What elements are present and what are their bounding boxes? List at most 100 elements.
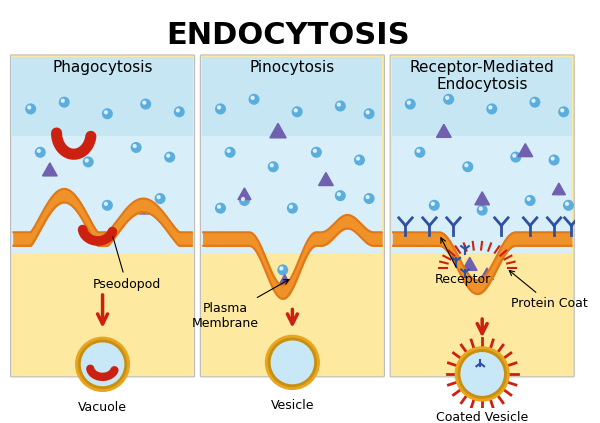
Polygon shape bbox=[483, 372, 494, 382]
Polygon shape bbox=[238, 188, 251, 200]
Circle shape bbox=[335, 101, 345, 111]
Text: ENDOCYTOSIS: ENDOCYTOSIS bbox=[166, 21, 409, 50]
Circle shape bbox=[287, 203, 297, 213]
Circle shape bbox=[266, 335, 319, 390]
Bar bbox=[13, 57, 193, 253]
Circle shape bbox=[61, 99, 64, 102]
Polygon shape bbox=[553, 183, 565, 195]
Circle shape bbox=[292, 107, 302, 117]
Circle shape bbox=[551, 157, 554, 160]
Circle shape bbox=[239, 196, 249, 205]
Circle shape bbox=[37, 149, 40, 152]
Circle shape bbox=[299, 367, 301, 369]
Polygon shape bbox=[278, 275, 291, 286]
Circle shape bbox=[271, 164, 273, 167]
Circle shape bbox=[478, 205, 487, 215]
Circle shape bbox=[26, 104, 35, 114]
Circle shape bbox=[461, 353, 503, 395]
FancyBboxPatch shape bbox=[11, 55, 194, 377]
Circle shape bbox=[242, 198, 244, 201]
Circle shape bbox=[465, 164, 468, 167]
Circle shape bbox=[227, 149, 230, 152]
Polygon shape bbox=[437, 124, 451, 137]
Polygon shape bbox=[139, 202, 152, 214]
Circle shape bbox=[366, 196, 369, 198]
Circle shape bbox=[549, 155, 559, 165]
Circle shape bbox=[268, 162, 278, 172]
Circle shape bbox=[225, 148, 235, 157]
Circle shape bbox=[104, 111, 107, 114]
Circle shape bbox=[430, 201, 439, 210]
Circle shape bbox=[566, 202, 568, 205]
Circle shape bbox=[175, 107, 184, 117]
Circle shape bbox=[479, 207, 482, 210]
Circle shape bbox=[85, 159, 88, 162]
Circle shape bbox=[79, 340, 127, 388]
Circle shape bbox=[463, 162, 473, 172]
Text: Phagocytosis: Phagocytosis bbox=[52, 60, 153, 75]
Bar bbox=[13, 57, 193, 135]
Circle shape bbox=[297, 365, 305, 373]
Text: Vesicle: Vesicle bbox=[271, 399, 314, 412]
Circle shape bbox=[335, 191, 345, 201]
Bar bbox=[202, 57, 382, 135]
Circle shape bbox=[284, 366, 292, 374]
Bar bbox=[392, 57, 572, 253]
Circle shape bbox=[406, 99, 415, 109]
Circle shape bbox=[82, 343, 124, 385]
Circle shape bbox=[559, 107, 568, 117]
Text: Pinocytosis: Pinocytosis bbox=[250, 60, 335, 75]
Circle shape bbox=[176, 109, 179, 112]
Circle shape bbox=[415, 148, 425, 157]
Circle shape bbox=[280, 352, 283, 354]
Circle shape bbox=[249, 94, 259, 104]
Circle shape bbox=[59, 97, 69, 107]
Circle shape bbox=[131, 143, 141, 152]
Polygon shape bbox=[285, 357, 296, 367]
Circle shape bbox=[279, 351, 287, 359]
Circle shape bbox=[366, 111, 369, 114]
Text: Pseodopod: Pseodopod bbox=[92, 237, 161, 291]
FancyBboxPatch shape bbox=[390, 55, 574, 377]
Circle shape bbox=[513, 154, 516, 157]
Circle shape bbox=[455, 347, 509, 401]
Circle shape bbox=[337, 103, 340, 106]
Circle shape bbox=[268, 338, 316, 387]
Circle shape bbox=[218, 106, 220, 109]
Circle shape bbox=[103, 201, 112, 210]
Polygon shape bbox=[475, 192, 490, 205]
Circle shape bbox=[56, 193, 59, 196]
Circle shape bbox=[511, 152, 521, 162]
FancyBboxPatch shape bbox=[200, 55, 385, 377]
Circle shape bbox=[364, 194, 374, 203]
Circle shape bbox=[83, 157, 93, 167]
Circle shape bbox=[356, 157, 359, 160]
Circle shape bbox=[294, 109, 297, 112]
Circle shape bbox=[311, 148, 321, 157]
Circle shape bbox=[487, 104, 497, 114]
Circle shape bbox=[313, 149, 316, 152]
Polygon shape bbox=[481, 268, 494, 280]
Circle shape bbox=[526, 196, 535, 205]
Polygon shape bbox=[463, 257, 477, 270]
Text: Plasma
Membrane: Plasma Membrane bbox=[192, 280, 289, 330]
Circle shape bbox=[280, 267, 283, 270]
Text: Receptor: Receptor bbox=[434, 238, 491, 286]
Circle shape bbox=[28, 106, 31, 109]
Bar bbox=[392, 57, 572, 135]
Circle shape bbox=[355, 155, 364, 165]
Circle shape bbox=[337, 193, 340, 196]
Circle shape bbox=[251, 96, 254, 99]
Circle shape bbox=[563, 201, 573, 210]
Circle shape bbox=[155, 194, 165, 203]
Polygon shape bbox=[270, 124, 286, 138]
Circle shape bbox=[133, 145, 136, 148]
Circle shape bbox=[530, 97, 540, 107]
Circle shape bbox=[364, 109, 374, 118]
Circle shape bbox=[532, 99, 535, 102]
Bar bbox=[202, 57, 382, 253]
Circle shape bbox=[215, 104, 225, 114]
Text: Vacuole: Vacuole bbox=[78, 401, 127, 414]
Circle shape bbox=[167, 154, 170, 157]
Text: Receptor-Mediated
Endocytosis: Receptor-Mediated Endocytosis bbox=[410, 60, 554, 92]
